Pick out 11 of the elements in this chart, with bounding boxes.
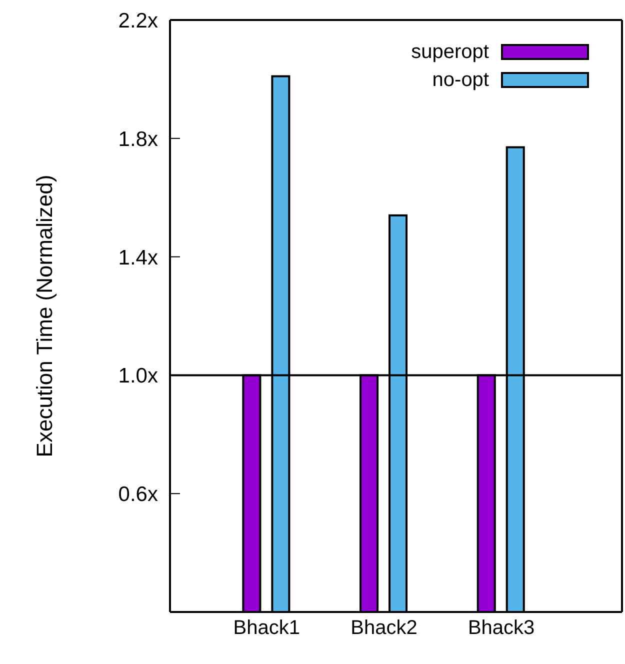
legend-label: superopt — [411, 40, 489, 65]
y-tick-label: 1.8x — [118, 128, 158, 151]
legend-label: no-opt — [432, 68, 489, 93]
y-tick-label: 0.6x — [118, 483, 158, 506]
y-axis-title: Execution Time (Normalized) — [32, 174, 57, 458]
y-tick-label: 1.4x — [118, 246, 158, 270]
x-tick-label: Bhack2 — [350, 617, 418, 640]
y-tick-label: 2.2x — [118, 9, 158, 32]
x-tick-label: Bhack3 — [468, 617, 535, 640]
x-tick-label: Bhack1 — [233, 617, 300, 640]
y-tick-label: 1.0x — [118, 364, 158, 388]
